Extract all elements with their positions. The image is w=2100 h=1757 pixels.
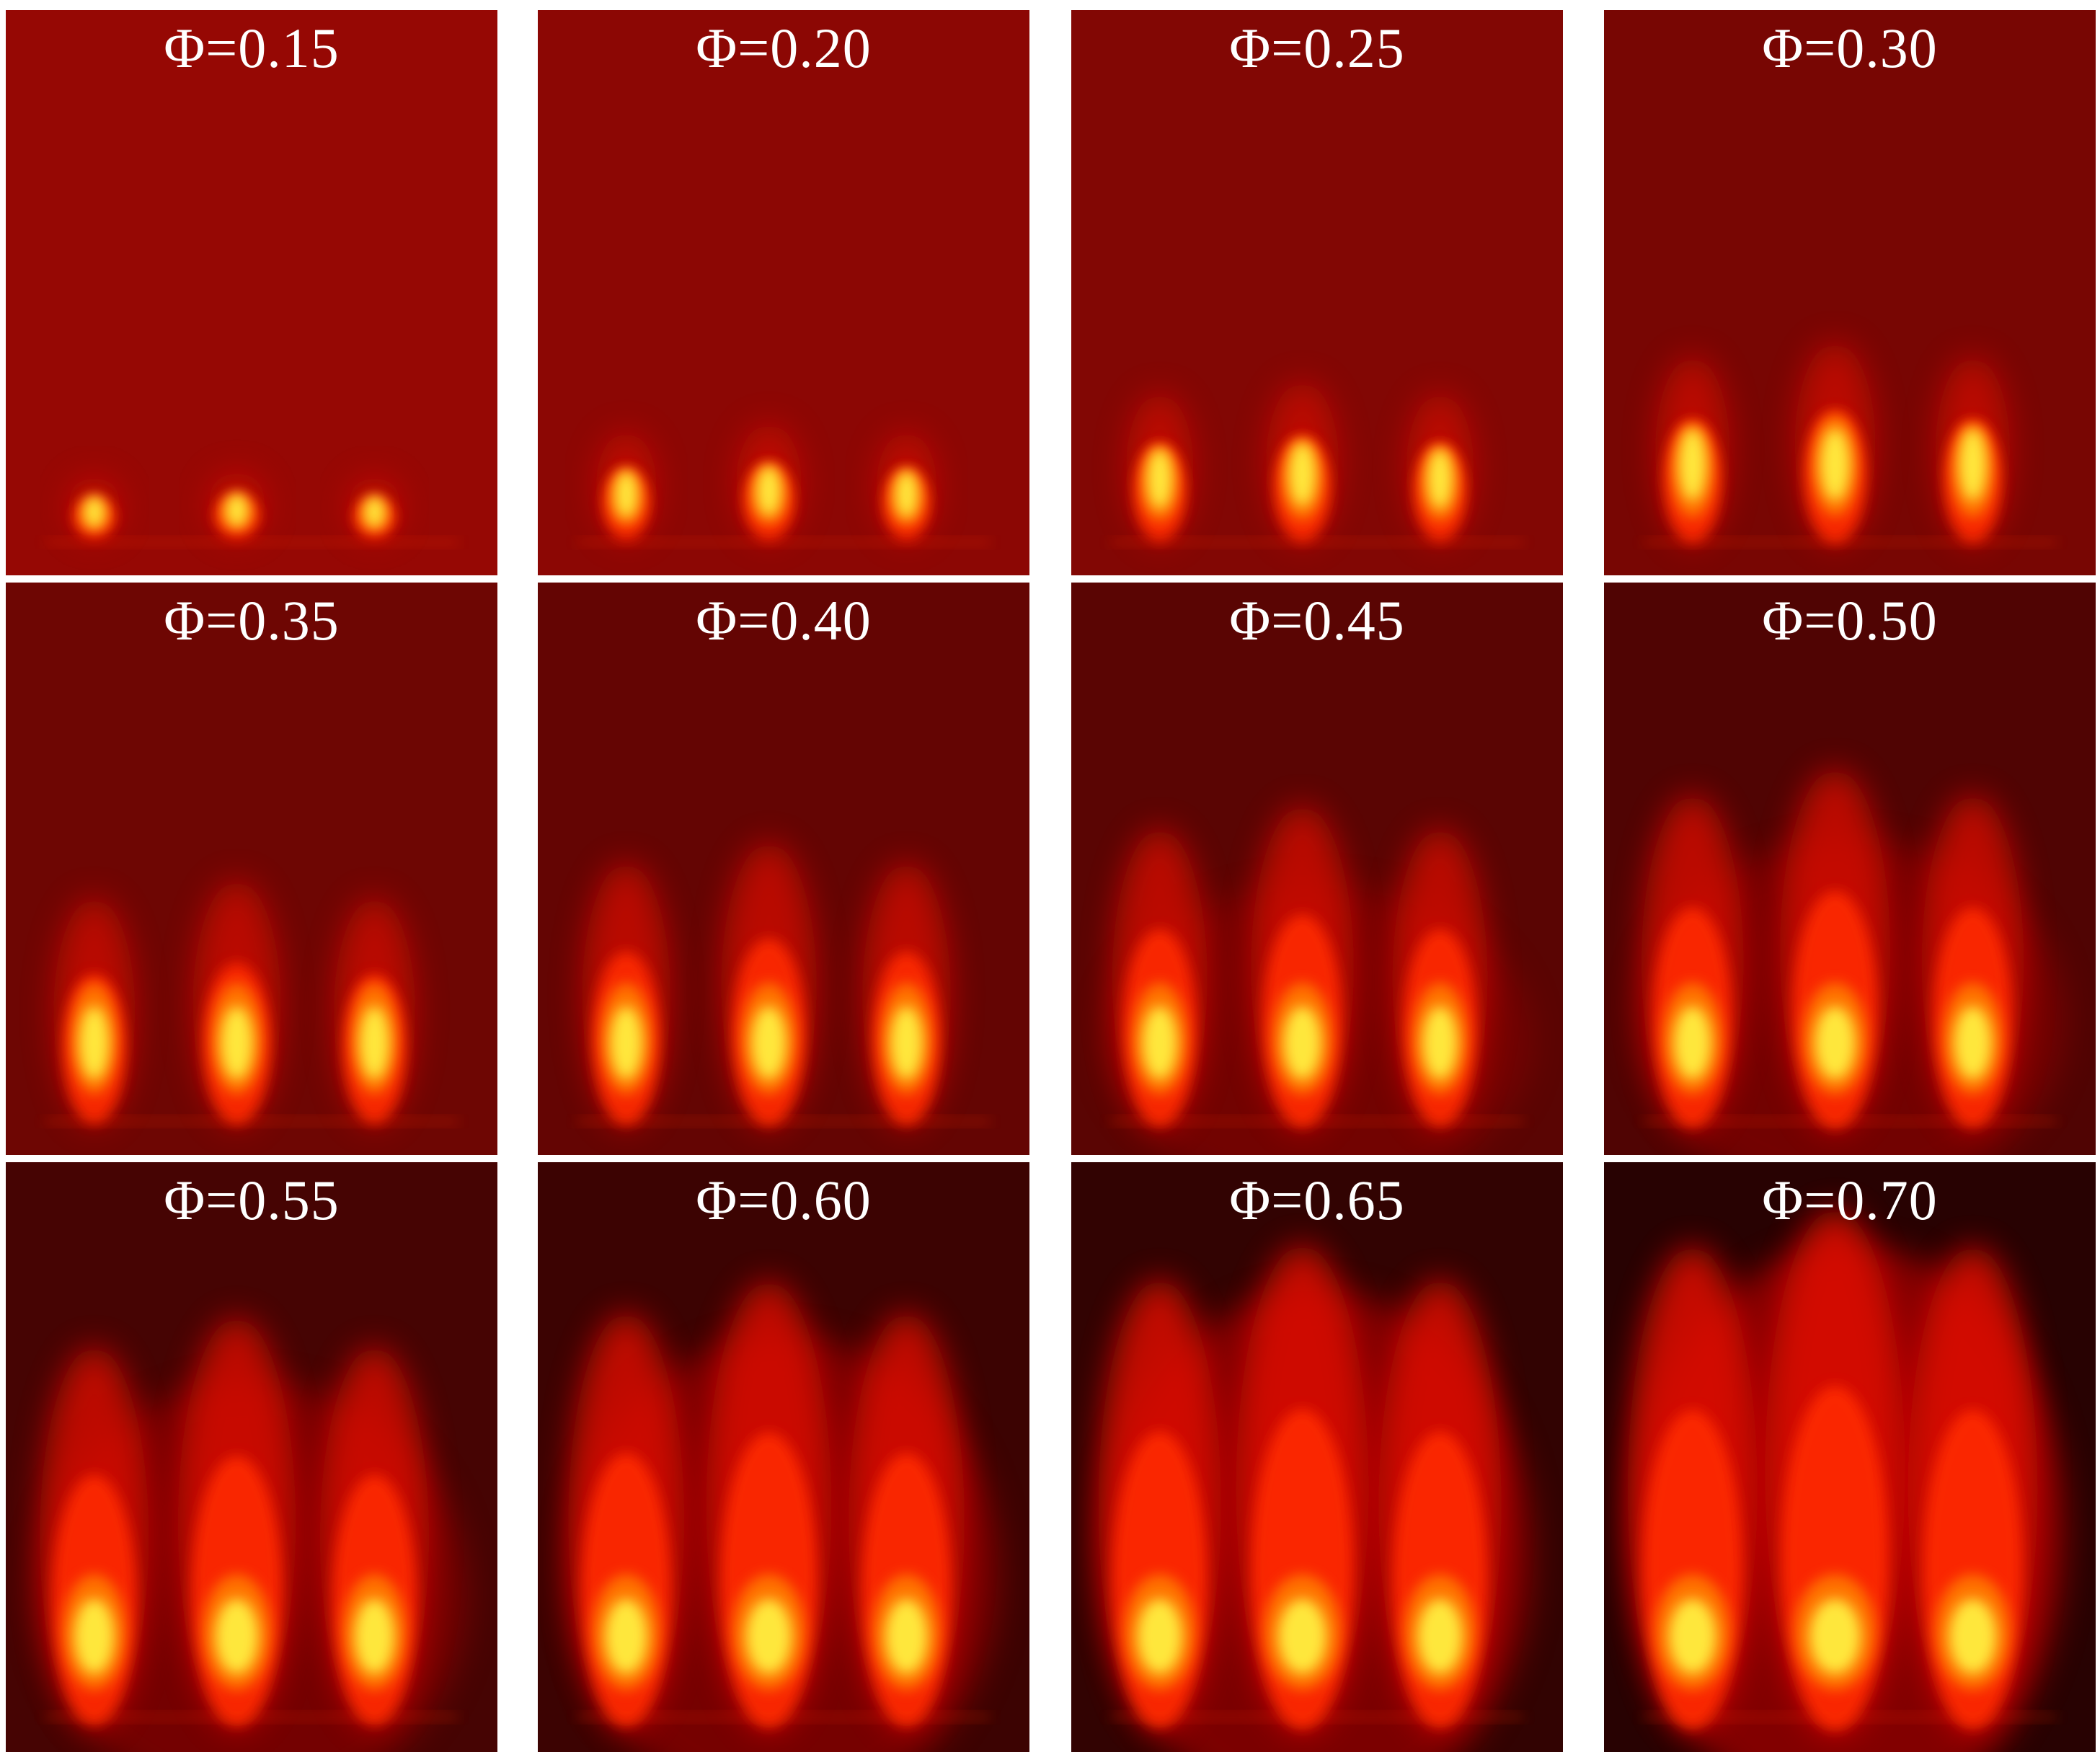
flame [1125, 393, 1194, 543]
flame [876, 431, 937, 541]
flame [208, 472, 267, 539]
flame-panel: Φ=0.65 [1071, 1162, 1563, 1752]
flame [177, 1317, 296, 1730]
equivalence-ratio-label: Φ=0.65 [1229, 1169, 1405, 1231]
equivalence-ratio-label: Φ=0.45 [1229, 589, 1405, 652]
flame [319, 1346, 430, 1728]
flame-panel: Φ=0.50 [1604, 583, 2096, 1155]
flame [1654, 356, 1730, 544]
flame-image [6, 10, 497, 575]
equivalence-ratio-label: Φ=0.60 [696, 1169, 872, 1231]
equivalence-ratio-label: Φ=0.40 [696, 589, 872, 652]
flame-image [538, 1162, 1029, 1752]
flame [1779, 769, 1891, 1132]
flame [721, 842, 817, 1128]
flame [67, 476, 122, 539]
flame [1251, 805, 1354, 1130]
flame-panel: Φ=0.55 [6, 1162, 497, 1752]
equivalence-ratio-label: Φ=0.55 [164, 1169, 340, 1231]
flame [1627, 1246, 1758, 1733]
flame-panel: Φ=0.45 [1071, 583, 1563, 1155]
flame [849, 1312, 965, 1730]
flame [53, 898, 136, 1125]
equivalence-ratio-label: Φ=0.70 [1762, 1169, 1938, 1231]
flame [1112, 828, 1208, 1129]
flame-image [538, 10, 1029, 575]
flame-image [1071, 583, 1563, 1155]
flame [568, 1312, 685, 1730]
flame [192, 880, 281, 1126]
flame [1921, 795, 2024, 1130]
flame [1765, 1209, 1905, 1735]
flame [862, 862, 951, 1128]
flame-panel: Φ=0.60 [538, 1162, 1029, 1752]
equivalence-ratio-label: Φ=0.15 [164, 17, 340, 79]
flame [333, 898, 416, 1125]
equivalence-ratio-label: Φ=0.35 [164, 589, 340, 652]
equivalence-ratio-label: Φ=0.50 [1762, 589, 1938, 652]
flame-image [1604, 10, 2096, 575]
flame-image [1071, 10, 1563, 575]
equivalence-ratio-label: Φ=0.20 [696, 17, 872, 79]
flame [1265, 381, 1339, 544]
flame-panel: Φ=0.70 [1604, 1162, 2096, 1752]
flame-panel: Φ=0.30 [1604, 10, 2096, 575]
flame [706, 1280, 832, 1732]
equivalence-ratio-label: Φ=0.25 [1229, 17, 1405, 79]
flame [1098, 1279, 1222, 1732]
flame [1794, 342, 1876, 545]
flame [1392, 828, 1488, 1129]
flame [735, 423, 802, 541]
flame [1908, 1246, 2038, 1733]
flame-image [6, 583, 497, 1155]
flame-image [1604, 583, 2096, 1155]
flame [1641, 795, 1744, 1130]
flame [1935, 356, 2011, 544]
flame-panel: Φ=0.40 [538, 583, 1029, 1155]
flame [582, 862, 671, 1128]
flame-panel: Φ=0.25 [1071, 10, 1563, 575]
equivalence-ratio-label: Φ=0.30 [1762, 17, 1938, 79]
flame [347, 476, 402, 539]
flame-image [538, 583, 1029, 1155]
flame [1406, 393, 1474, 543]
flame-image [1604, 1162, 2096, 1752]
flame [1378, 1279, 1502, 1732]
flame [1236, 1244, 1369, 1733]
flame [40, 1346, 149, 1728]
flame-panel: Φ=0.35 [6, 583, 497, 1155]
flame [595, 431, 657, 541]
flame-image [6, 1162, 497, 1752]
flame-panel: Φ=0.15 [6, 10, 497, 575]
flame-image [1071, 1162, 1563, 1752]
flame-panel: Φ=0.20 [538, 10, 1029, 575]
